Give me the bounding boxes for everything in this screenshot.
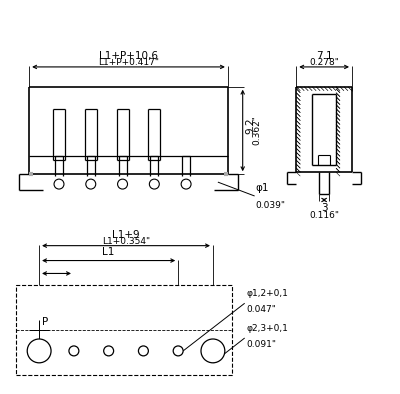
Circle shape <box>201 339 225 363</box>
Text: 0.116": 0.116" <box>309 211 339 220</box>
Text: L1+9: L1+9 <box>112 230 140 240</box>
Text: 0.039": 0.039" <box>256 201 286 210</box>
Text: L1: L1 <box>102 247 115 256</box>
Circle shape <box>27 339 51 363</box>
Circle shape <box>104 346 114 356</box>
Text: 0.091": 0.091" <box>247 340 277 349</box>
Circle shape <box>69 346 79 356</box>
Text: 9.2: 9.2 <box>246 117 256 134</box>
Text: L1+P+10,6: L1+P+10,6 <box>99 51 158 61</box>
Text: L1+P+0.417": L1+P+0.417" <box>98 58 159 67</box>
Circle shape <box>149 179 159 189</box>
Text: 7.1: 7.1 <box>316 51 332 61</box>
Text: φ1: φ1 <box>256 183 269 193</box>
Circle shape <box>86 179 96 189</box>
Circle shape <box>173 346 183 356</box>
Text: φ1,2+0,1: φ1,2+0,1 <box>247 289 288 298</box>
Text: 3: 3 <box>321 203 328 213</box>
Circle shape <box>118 179 128 189</box>
Circle shape <box>181 179 191 189</box>
Text: 0.362": 0.362" <box>253 115 262 145</box>
Text: P: P <box>42 317 48 327</box>
Text: L1+0.354": L1+0.354" <box>102 237 150 245</box>
Circle shape <box>138 346 148 356</box>
Text: 0.278": 0.278" <box>309 58 339 67</box>
Circle shape <box>54 179 64 189</box>
Text: φ2,3+0,1: φ2,3+0,1 <box>247 324 288 333</box>
Text: 0.047": 0.047" <box>247 305 276 314</box>
